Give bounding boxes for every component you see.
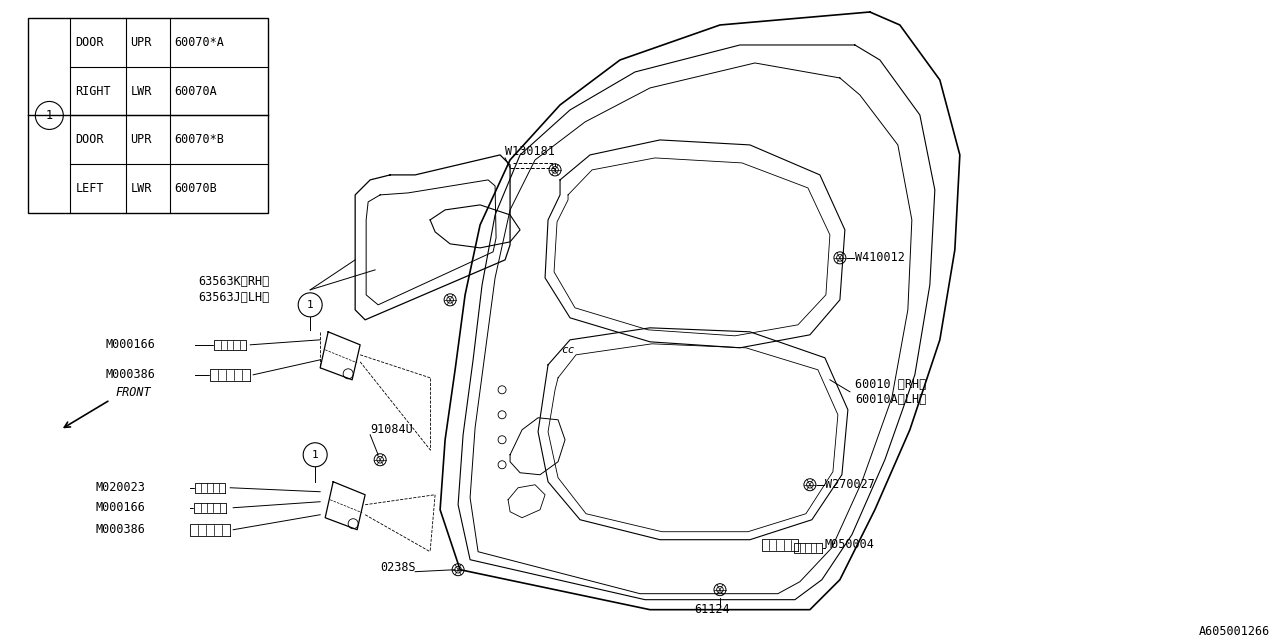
Polygon shape [762, 539, 797, 550]
Text: 60070*A: 60070*A [174, 36, 224, 49]
Text: UPR: UPR [131, 133, 151, 147]
Polygon shape [210, 369, 250, 381]
Polygon shape [195, 503, 227, 513]
Text: 60070*B: 60070*B [174, 133, 224, 147]
Text: M050004: M050004 [824, 538, 874, 551]
Text: W270027: W270027 [824, 478, 874, 492]
Text: W410012: W410012 [855, 252, 905, 264]
Text: M000166: M000166 [95, 501, 145, 514]
Text: M000386: M000386 [105, 368, 155, 381]
Text: A605001266: A605001266 [1198, 625, 1270, 638]
Text: DOOR: DOOR [76, 133, 104, 147]
Text: 60070B: 60070B [174, 182, 218, 195]
Text: 60010 〈RH〉: 60010 〈RH〉 [855, 378, 927, 391]
Polygon shape [214, 340, 246, 350]
Polygon shape [196, 483, 225, 493]
Text: FRONT: FRONT [115, 387, 151, 399]
Text: 60010A〈LH〉: 60010A〈LH〉 [855, 394, 927, 406]
Text: LEFT: LEFT [76, 182, 104, 195]
Text: cc: cc [562, 345, 575, 355]
Text: M020023: M020023 [95, 481, 145, 494]
Polygon shape [794, 543, 822, 553]
Text: M000166: M000166 [105, 339, 155, 351]
Polygon shape [191, 524, 230, 536]
Text: DOOR: DOOR [76, 36, 104, 49]
Text: LWR: LWR [131, 84, 151, 97]
Text: W130181: W130181 [506, 145, 556, 159]
Bar [28, 18, 269, 213]
Text: 1: 1 [307, 300, 314, 310]
Text: 0238S: 0238S [380, 561, 416, 574]
Text: UPR: UPR [131, 36, 151, 49]
Text: 63563J〈LH〉: 63563J〈LH〉 [198, 291, 270, 305]
Text: 61124: 61124 [694, 603, 730, 616]
Text: LWR: LWR [131, 182, 151, 195]
Text: 63563K〈RH〉: 63563K〈RH〉 [198, 275, 270, 289]
Text: 1: 1 [312, 450, 319, 460]
Text: RIGHT: RIGHT [76, 84, 111, 97]
Text: 91084U: 91084U [370, 423, 413, 436]
Text: 1: 1 [46, 109, 52, 122]
Text: 60070A: 60070A [174, 84, 218, 97]
Text: M000386: M000386 [95, 524, 145, 536]
